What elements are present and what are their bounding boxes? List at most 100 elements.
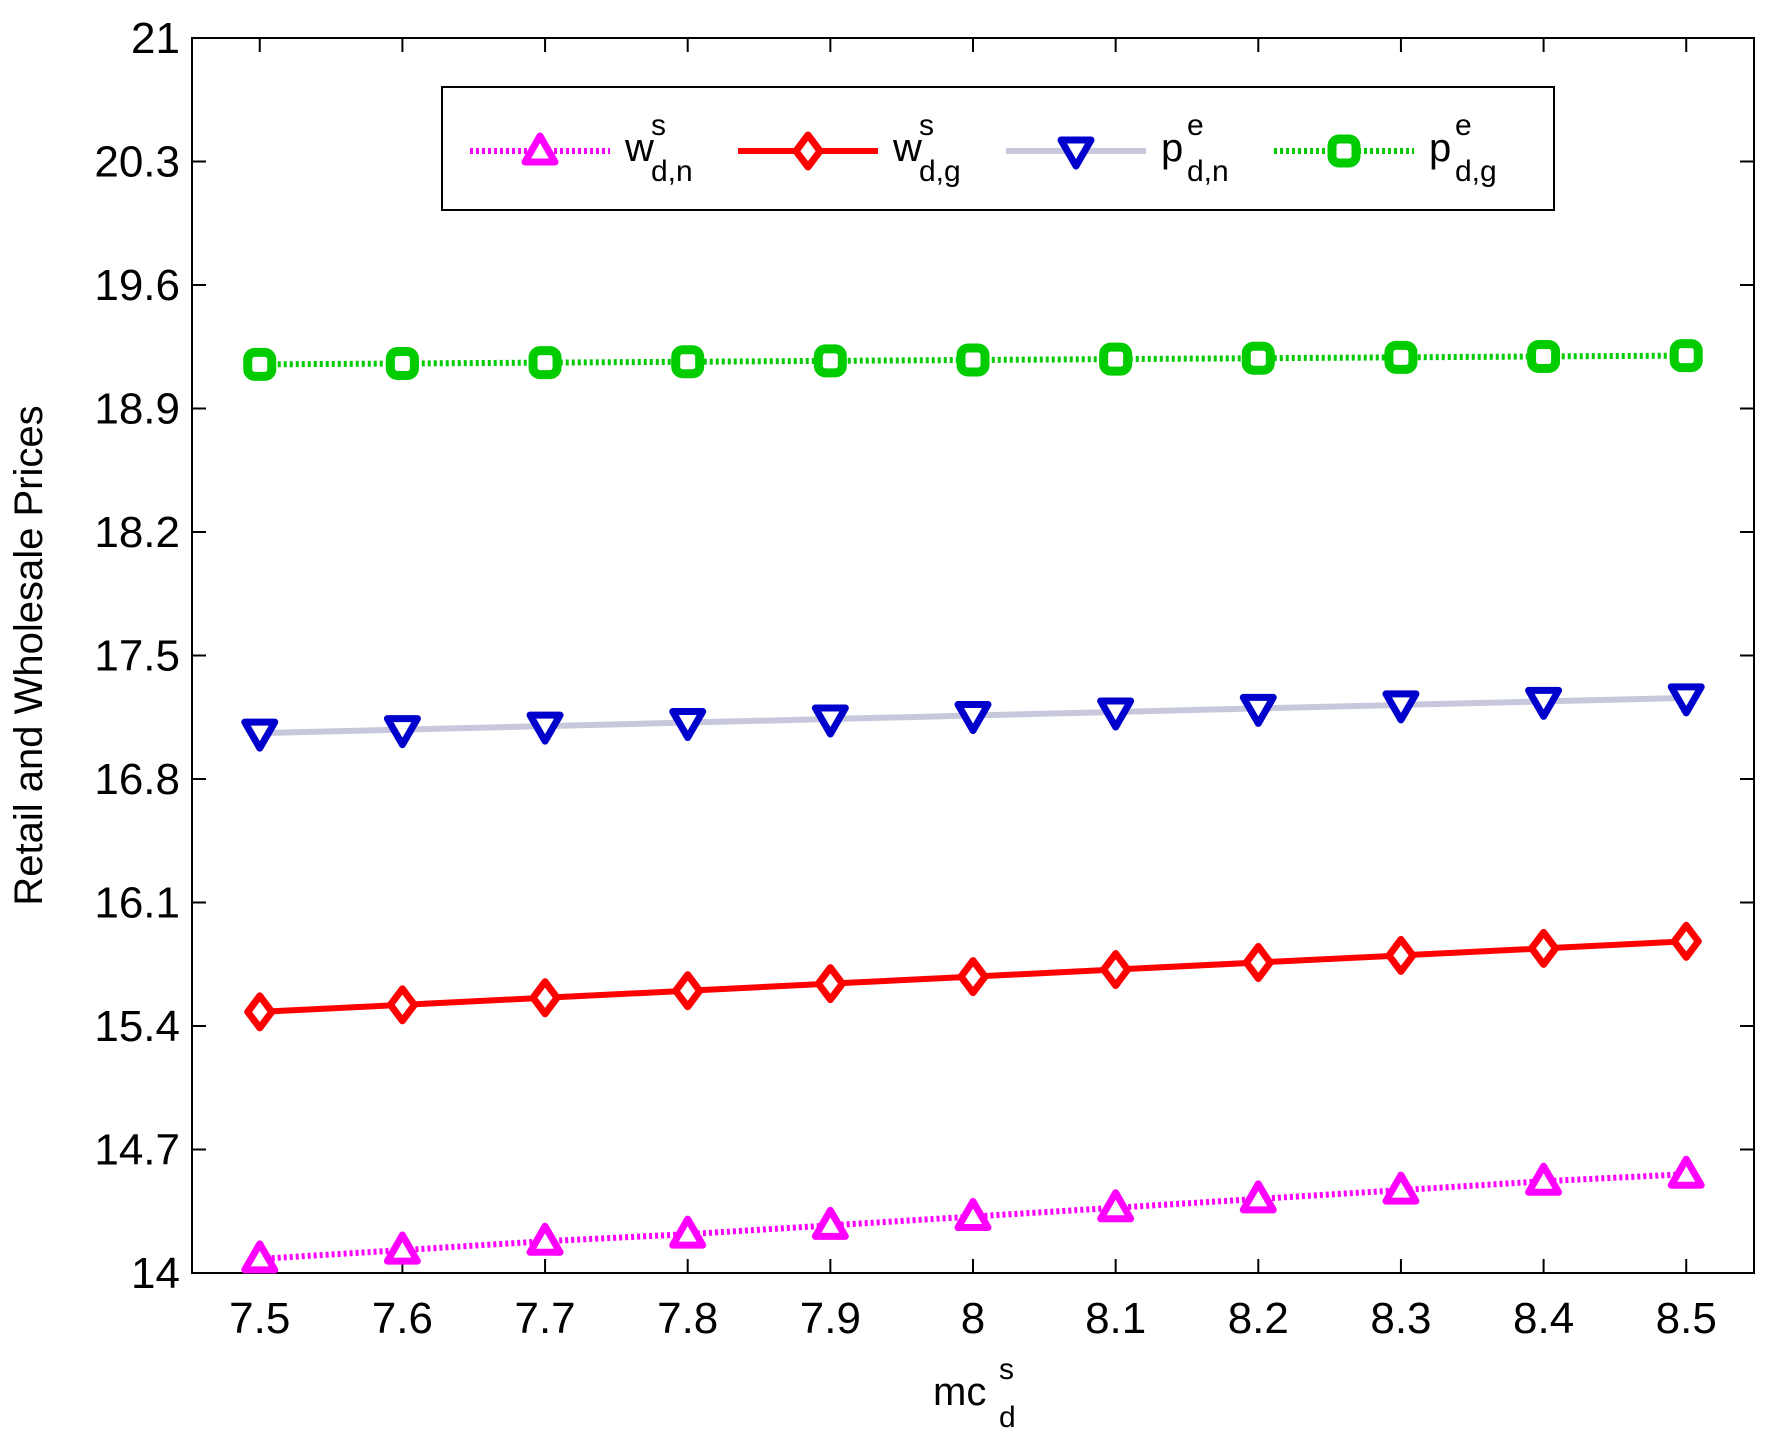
y-tick-label: 20.3 [94,138,180,187]
series-0 [241,1155,1705,1274]
data-point [1097,1189,1135,1223]
data-point [811,1206,849,1240]
y-tick-label: 18.9 [94,385,180,434]
y-tick-label: 16.1 [94,879,180,928]
data-point [669,708,707,742]
data-point [243,347,277,381]
x-tick-label: 8.5 [1656,1294,1717,1343]
data-point [1242,942,1274,982]
legend-label-sub: d,n [651,155,693,188]
legend-item: pe d,n [1006,109,1229,188]
y-tick-label: 17.5 [94,632,180,681]
x-tick-label: 8.2 [1228,1294,1289,1343]
x-axis-title-sup: s [999,1353,1014,1386]
legend-label-sup: s [919,109,934,142]
x-tick-label: 7.8 [657,1294,718,1343]
series-3 [243,339,1703,381]
series-1 [244,921,1702,1032]
y-tick-label: 21 [131,14,180,63]
data-point [1667,1155,1705,1189]
x-tick-label: 8.1 [1085,1294,1146,1343]
legend-label-base: p [1161,126,1183,170]
legend-label-sup: e [1187,109,1204,142]
data-point [1382,1171,1420,1205]
data-point [1670,921,1702,961]
data-point [241,718,279,752]
data-point [244,992,276,1032]
x-tick-label: 7.7 [514,1294,575,1343]
data-point [386,985,418,1025]
data-point [814,964,846,1004]
data-point [954,1198,992,1232]
x-tick-label: 8 [961,1294,985,1343]
data-point [1667,683,1705,717]
x-axis-title-sub: d [999,1401,1016,1434]
legend-label-base: w [624,126,654,170]
x-tick-label: 8.3 [1370,1294,1431,1343]
data-point [526,1222,564,1256]
legend-item: ws d,n [470,109,693,188]
legend-label-sup: e [1455,109,1472,142]
x-tick-label: 8.4 [1513,1294,1574,1343]
data-point [1528,928,1560,968]
data-point [1239,693,1277,727]
y-tick-label: 14.7 [94,1126,180,1175]
data-point [1669,339,1703,373]
legend-label-sup: s [651,109,666,142]
legend-label-sub: d,g [919,155,961,188]
data-point [1382,690,1420,724]
series-line [259,352,1687,368]
data-point [1525,1162,1563,1196]
svg-text:mc: mc [933,1370,986,1414]
legend-label-sub: d,n [1187,155,1229,188]
data-point [956,343,990,377]
data-point [811,704,849,738]
data-point [241,1240,279,1274]
data-point [954,700,992,734]
x-tick-label: 7.6 [372,1294,433,1343]
data-point [526,711,564,745]
data-point [383,1231,421,1265]
legend-marker [792,131,824,171]
data-point [1097,697,1135,731]
legend-label-base: p [1429,126,1451,170]
series-2 [241,683,1705,752]
x-tick-label: 7.5 [229,1294,290,1343]
data-point [385,347,419,381]
y-axis: 14 14.7 15.4 16.1 16.8 17.5 18.2 18.9 19.6 20.3 21 [94,14,1754,1298]
y-tick-label: 19.6 [94,261,180,310]
data-point [1100,950,1132,990]
data-point [813,344,847,378]
y-tick-label: 16.8 [94,755,180,804]
data-point [671,345,705,379]
legend-item: ws d,g [738,109,961,188]
data-point [1099,342,1133,376]
data-point [383,715,421,749]
series-layer [241,339,1705,1274]
legend-marker [521,132,559,166]
y-tick-label: 18.2 [94,508,180,557]
x-axis: 7.5 7.6 7.7 7.8 7.9 8 8.1 8.2 8.3 8.4 8.5 [229,38,1717,1343]
x-axis-title: mc s d [933,1353,1016,1434]
data-point [1527,339,1561,373]
data-point [669,1215,707,1249]
legend-box [441,86,1555,211]
x-tick-label: 7.9 [800,1294,861,1343]
data-point [1241,341,1275,375]
data-point [957,957,989,997]
legend-marker [1057,136,1095,170]
y-tick-label: 15.4 [94,1002,180,1051]
data-point [1384,340,1418,374]
legend-item: pe d,g [1274,109,1497,188]
legend-marker [1327,134,1361,168]
data-point [528,346,562,380]
data-point [1385,935,1417,975]
y-axis-title: Retail and Wholesale Prices [7,405,51,905]
y-tick-label: 14 [131,1249,180,1298]
legend-label-base: w [892,126,922,170]
x-axis-title-base: mc [933,1370,986,1414]
data-point [672,971,704,1011]
